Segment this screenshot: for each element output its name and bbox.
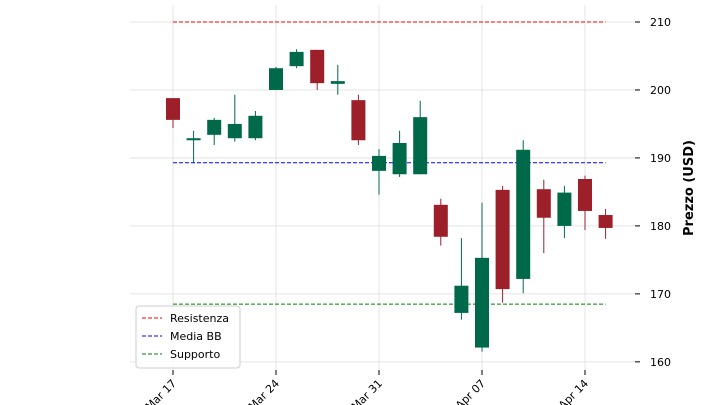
candle-body [475, 257, 489, 348]
candle-body [413, 117, 428, 175]
y-tick-label: 170 [650, 288, 671, 301]
candle-body [269, 68, 283, 90]
legend-label: Resistenza [170, 312, 229, 325]
candle-body [372, 155, 386, 171]
candle-body [227, 123, 242, 139]
candle-body [433, 204, 448, 237]
y-tick-label: 190 [650, 152, 671, 165]
candle-body [598, 215, 613, 228]
candle-body [310, 49, 325, 84]
x-tick-label: Apr 07 [453, 377, 488, 405]
y-axis-label: Prezzo (USD) [682, 140, 697, 236]
legend-label: Media BB [170, 330, 222, 343]
candle-body [536, 189, 551, 218]
candle-body [557, 192, 572, 226]
y-tick-label: 210 [650, 16, 671, 29]
candle-body [289, 51, 304, 67]
x-tick-label: Mar 24 [246, 377, 282, 405]
legend-label: Supporto [170, 348, 220, 361]
y-tick-label: 180 [650, 220, 671, 233]
candle-body [207, 119, 222, 135]
candle-body [578, 179, 592, 211]
candle-body [248, 115, 263, 139]
candle-body [351, 100, 366, 141]
y-tick-label: 200 [650, 84, 671, 97]
candle-body [186, 138, 201, 141]
x-tick-label: Mar 17 [143, 377, 179, 405]
candle-body [166, 98, 180, 120]
x-tick-label: Apr 14 [556, 377, 591, 405]
candle-body [454, 285, 469, 313]
candle-body [330, 81, 345, 84]
legend-box [135, 305, 241, 369]
candle-body [495, 189, 510, 290]
legend: Resistenza Media BB Supporto [135, 305, 241, 369]
x-tick-label: Mar 31 [349, 377, 385, 405]
candle-body [516, 149, 531, 279]
y-tick-label: 160 [650, 356, 671, 369]
candle-body [392, 142, 407, 175]
